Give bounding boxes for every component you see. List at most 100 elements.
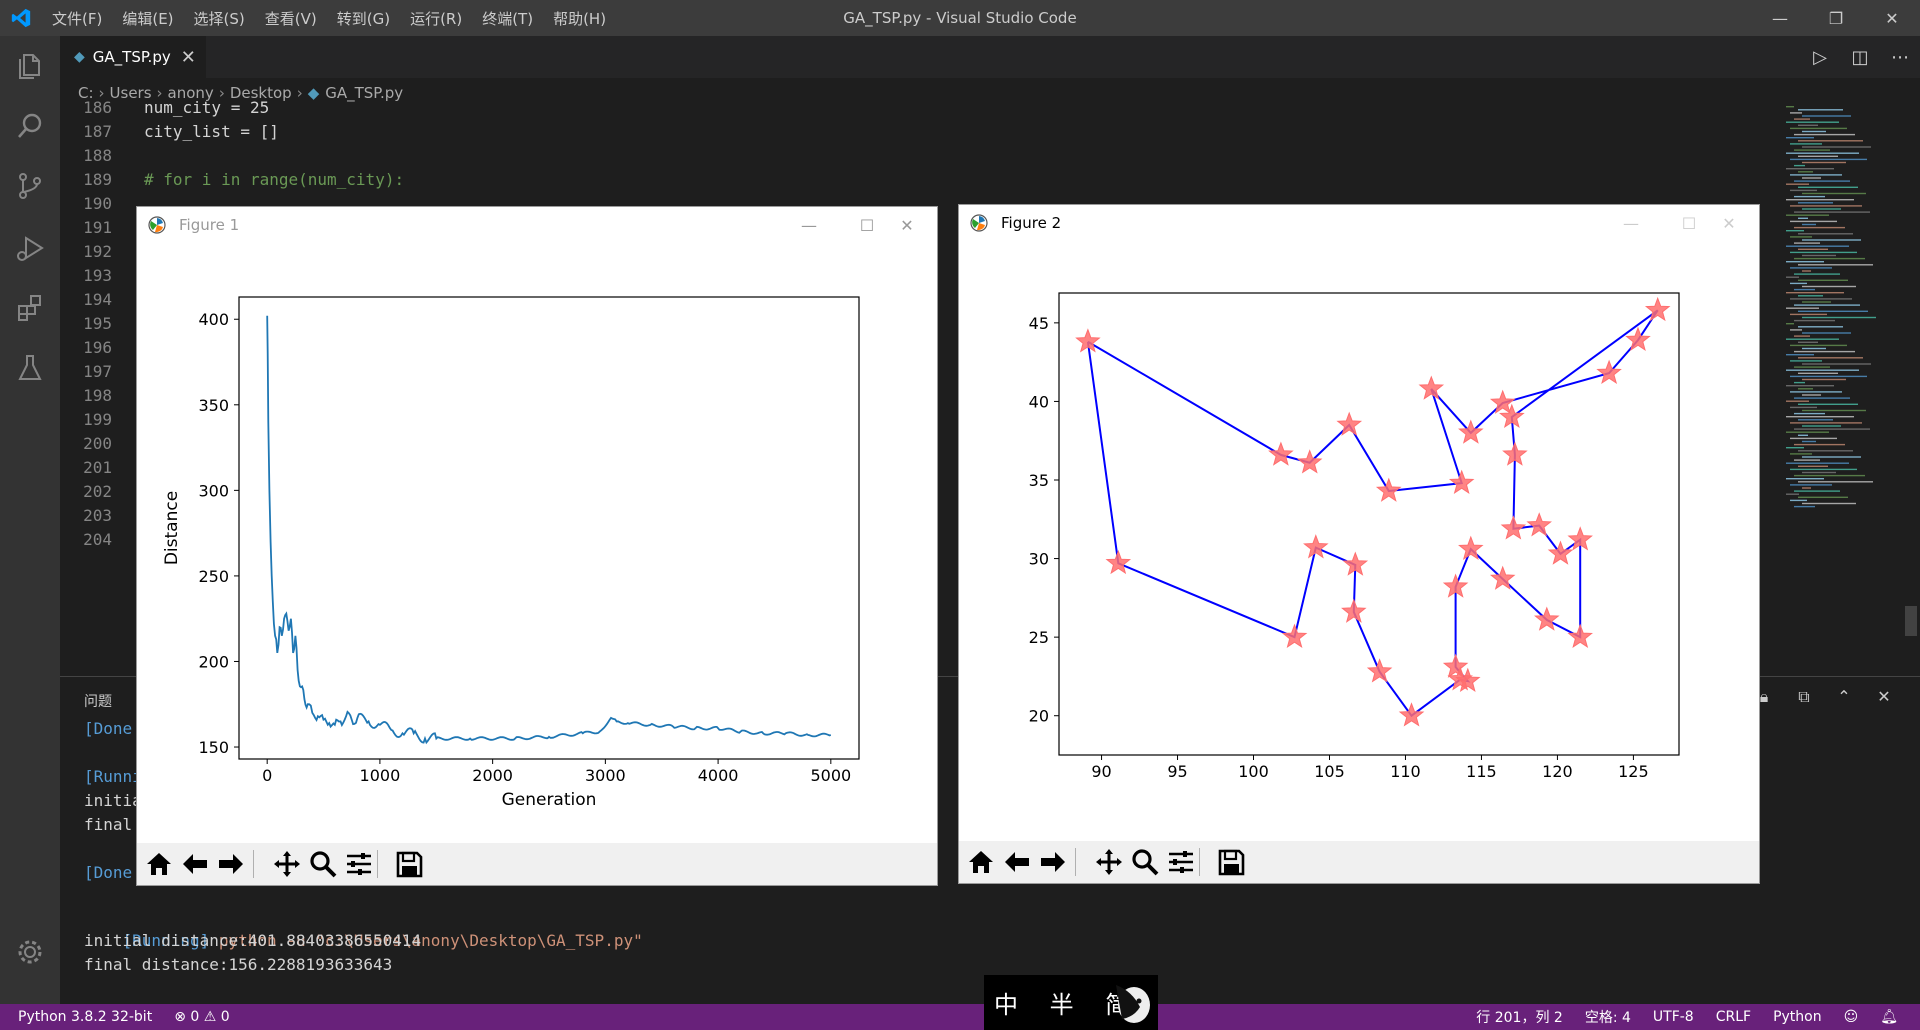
code-line[interactable]: 189 # for i in range(num_city):	[60, 168, 1760, 192]
code-line[interactable]: 197	[60, 360, 1760, 384]
code-line[interactable]: 186 num_city = 25	[60, 96, 1760, 120]
code-line[interactable]: 200	[60, 432, 1760, 456]
menu-selection[interactable]: 选择(S)	[193, 9, 245, 28]
home-icon[interactable]	[965, 846, 997, 878]
clear-output-icon[interactable]: ⧉	[1798, 687, 1810, 706]
code-line[interactable]: 188	[60, 144, 1760, 168]
configure-subplots-icon[interactable]	[1165, 846, 1197, 878]
breadcrumb-drive[interactable]: C:	[78, 84, 94, 102]
ime-toolbar[interactable]: 中 半 简	[984, 975, 1158, 1030]
code-line[interactable]: 190	[60, 192, 1760, 216]
file-encoding[interactable]: UTF-8	[1652, 1009, 1694, 1025]
zoom-icon[interactable]	[307, 848, 339, 880]
figure-1-minimize[interactable]: —	[801, 215, 817, 235]
breadcrumb-desktop[interactable]: Desktop	[229, 84, 292, 102]
menu-view[interactable]: 查看(V)	[264, 9, 317, 28]
code-line[interactable]: 202	[60, 480, 1760, 504]
code-line[interactable]: 199	[60, 408, 1760, 432]
python-interpreter[interactable]: Python 3.8.2 32-bit	[18, 1009, 153, 1025]
figure-2-maximize[interactable]: ☐	[1681, 213, 1697, 233]
minimap-line	[1802, 456, 1861, 458]
cursor-position[interactable]: 行 201，列 2	[1476, 1010, 1563, 1026]
breadcrumb-anony[interactable]: anony	[167, 84, 214, 102]
figure-2-titlebar[interactable]: Figure 2	[959, 205, 1759, 241]
forward-arrow-icon[interactable]	[215, 848, 247, 880]
line-number: 191	[83, 218, 112, 237]
feedback-icon[interactable]: ☺	[1843, 1009, 1859, 1025]
explorer-icon[interactable]	[14, 50, 46, 82]
menu-file[interactable]: 文件(F)	[52, 9, 103, 28]
minimap[interactable]	[1786, 106, 1906, 516]
run-file-icon[interactable]: ▷	[1813, 46, 1827, 68]
run-debug-icon[interactable]	[14, 232, 46, 264]
zoom-icon[interactable]	[1129, 846, 1161, 878]
testing-icon[interactable]	[14, 352, 46, 384]
code-line[interactable]: 195	[60, 312, 1760, 336]
figure-1-window: Figure 1 — ☐ ✕ 0 1000 2000 3000 4000 5000 150 2…	[136, 206, 938, 886]
forward-arrow-icon[interactable]	[1037, 846, 1069, 878]
maximize-button[interactable]: ❐	[1828, 8, 1844, 28]
more-actions-icon[interactable]: ⋯	[1891, 46, 1909, 68]
search-icon[interactable]	[14, 110, 46, 142]
ime-mode-text: 中 半 简	[994, 991, 1142, 1019]
figure-2-chart[interactable]: 90 95 100 105 110 115 120 125 20 25 30 35 40 45	[959, 241, 1759, 841]
menu-edit[interactable]: 编辑(E)	[122, 9, 174, 28]
code-line[interactable]: 203	[60, 504, 1760, 528]
extensions-icon[interactable]	[14, 292, 46, 324]
save-icon[interactable]	[393, 848, 425, 880]
code-line[interactable]: 204	[60, 528, 1760, 552]
minimap-line	[1790, 406, 1817, 409]
figure-2-close[interactable]: ✕	[1722, 213, 1736, 233]
code-text: # for i in range(num_city):	[144, 170, 405, 189]
code-line[interactable]: 187 city_list = []	[60, 120, 1760, 144]
breadcrumb-file[interactable]: GA_TSP.py	[325, 84, 404, 102]
figure-1-close[interactable]: ✕	[900, 215, 914, 235]
code-line[interactable]: 198	[60, 384, 1760, 408]
notifications-bell-icon[interactable]: 🔔︎	[1880, 1009, 1898, 1025]
output-run-line: [Running] python -u "c:\Users\anony\Desk…	[84, 905, 643, 977]
scrollbar-thumb[interactable]	[1905, 606, 1917, 636]
tab-close-icon[interactable]: ✕	[180, 46, 196, 68]
code-line[interactable]: 194	[60, 288, 1760, 312]
code-line[interactable]: 192	[60, 240, 1760, 264]
minimap-line	[1802, 192, 1866, 195]
lock-icon[interactable]: 🔒︎	[1759, 687, 1769, 706]
tab-ga-tsp[interactable]: ◆ GA_TSP.py ✕	[60, 36, 206, 78]
close-panel-icon[interactable]: ✕	[1877, 687, 1891, 706]
maximize-panel-icon[interactable]: ⌃	[1837, 687, 1851, 706]
code-editor[interactable]: 186 num_city = 25 187 city_list = [] 188 189 #…	[60, 98, 1780, 676]
configure-subplots-icon[interactable]	[343, 848, 375, 880]
back-arrow-icon[interactable]	[179, 848, 211, 880]
figure-1-chart[interactable]: 0 1000 2000 3000 4000 5000 150 200 250 300 350 400 G…	[137, 243, 937, 843]
figure-1-maximize[interactable]: ☐	[859, 215, 875, 235]
home-icon[interactable]	[143, 848, 175, 880]
code-line[interactable]: 196	[60, 336, 1760, 360]
panel-tab-problems[interactable]: 问题	[84, 694, 112, 710]
code-line[interactable]: 193	[60, 264, 1760, 288]
menu-terminal[interactable]: 终端(T)	[482, 9, 534, 28]
minimize-button[interactable]: —	[1772, 8, 1788, 28]
figure-1-titlebar[interactable]: Figure 1	[137, 207, 937, 243]
back-arrow-icon[interactable]	[1001, 846, 1033, 878]
menu-go[interactable]: 转到(G)	[336, 9, 391, 28]
problems-count[interactable]: ⊗ 0 ⚠ 0	[174, 1009, 230, 1025]
settings-gear-icon[interactable]	[14, 936, 46, 968]
y-tick-label: 200	[198, 652, 229, 671]
menu-run[interactable]: 运行(R)	[410, 9, 463, 28]
pan-icon[interactable]	[1093, 846, 1125, 878]
y-tick-label: 150	[198, 738, 229, 757]
language-mode[interactable]: Python	[1773, 1009, 1822, 1025]
breadcrumb-users[interactable]: Users	[109, 84, 152, 102]
end-of-line[interactable]: CRLF	[1715, 1009, 1752, 1025]
close-button[interactable]: ✕	[1885, 8, 1899, 28]
figure-2-minimize[interactable]: —	[1623, 213, 1639, 233]
pan-icon[interactable]	[271, 848, 303, 880]
source-control-icon[interactable]	[14, 170, 46, 202]
menu-help[interactable]: 帮助(H)	[553, 9, 607, 28]
save-icon[interactable]	[1215, 846, 1247, 878]
indentation[interactable]: 空格: 4	[1584, 1010, 1631, 1026]
code-line[interactable]: 201	[60, 456, 1760, 480]
split-editor-icon[interactable]: ◫	[1851, 46, 1869, 68]
minimap-line	[1786, 183, 1809, 185]
code-line[interactable]: 191	[60, 216, 1760, 240]
